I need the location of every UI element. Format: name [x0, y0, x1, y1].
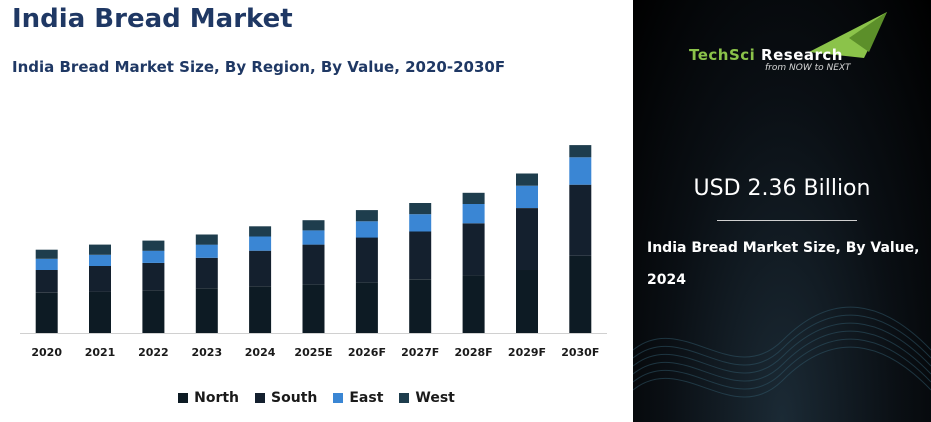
bar-segment-east-2026f [355, 221, 378, 238]
x-tick-label: 2024 [245, 346, 276, 359]
bar-segment-south-2025e [302, 244, 325, 285]
bar-segment-south-2022 [142, 262, 165, 291]
legend-label-east: East [349, 390, 384, 406]
bar-segment-south-2020 [35, 270, 58, 293]
divider [717, 220, 857, 221]
bar-segment-north-2026f [355, 282, 378, 333]
x-tick-label: 2021 [85, 346, 116, 359]
bar-segment-west-2028f [462, 192, 485, 204]
bar-segment-west-2029f [516, 173, 538, 186]
legend-item-east: East [333, 390, 383, 406]
legend-swatch-south [255, 393, 266, 403]
bar-segment-north-2024 [249, 286, 272, 333]
logo-part-1: TechSci [689, 46, 756, 64]
bar-segment-south-2029f [516, 208, 538, 271]
market-value: USD 2.36 Billion [693, 176, 871, 201]
bar-segment-east-2028f [462, 204, 485, 224]
bar-segment-south-2023 [195, 257, 218, 289]
legend-label-south: South [271, 390, 318, 406]
bar-segment-west-2025e [302, 220, 325, 231]
legend-label-north: North [194, 390, 240, 406]
bar-segment-east-2024 [249, 236, 272, 251]
legend-swatch-west [399, 393, 410, 403]
bar-segment-west-2020 [35, 249, 58, 259]
bar-segment-east-2029f [516, 185, 538, 208]
bar-segment-west-2030f [569, 145, 592, 158]
bar-segment-east-2023 [195, 244, 218, 258]
market-value-label: India Bread Market Size, By Value, 2024 [647, 240, 920, 288]
bar-segment-north-2021 [89, 291, 111, 333]
bar-segment-south-2030f [569, 184, 592, 256]
bar-segment-west-2027f [409, 203, 432, 215]
x-tick-label: 2030F [561, 346, 599, 359]
bar-segment-west-2024 [249, 226, 272, 237]
techsci-logo: TechSci Research from NOW to NEXT [689, 12, 889, 78]
bar-segment-west-2022 [142, 240, 165, 251]
x-tick-label: 2023 [191, 346, 222, 359]
bar-segment-south-2024 [249, 250, 272, 287]
bar-segment-north-2023 [195, 288, 218, 333]
legend-item-west: West [399, 390, 455, 406]
chart-title: India Bread Market [12, 4, 293, 34]
legend-item-south: South [255, 390, 317, 406]
logo-tagline: from NOW to NEXT [765, 63, 851, 73]
x-tick-label: 2029F [508, 346, 546, 359]
bar-segment-south-2028f [462, 223, 485, 276]
bar-segment-north-2027f [409, 279, 432, 333]
bar-segment-north-2025e [302, 284, 325, 333]
summary-panel: TechSci Research from NOW to NEXT USD 2.… [633, 0, 931, 422]
x-tick-label: 2026F [348, 346, 386, 359]
bar-segment-west-2021 [89, 244, 111, 255]
stacked-bar-chart: 2020 2021 2022 2023 2024 2025E 2026F 2027F 2028F… [20, 145, 607, 359]
legend-item-north: North [178, 390, 239, 406]
x-tick-label: 2022 [138, 346, 169, 359]
x-tick-label: 2025E [294, 346, 332, 359]
logo-part-2: Research [755, 46, 843, 64]
bar-segment-west-2023 [195, 234, 218, 245]
bar-segment-north-2020 [35, 292, 58, 333]
bar-segment-north-2028f [462, 275, 485, 333]
bar-segment-south-2027f [409, 231, 432, 280]
logo-triangle-icon [809, 12, 887, 58]
legend-label-west: West [415, 390, 455, 406]
bar-segment-east-2030f [569, 157, 592, 185]
bar-segment-east-2020 [35, 258, 58, 270]
bar-segment-east-2022 [142, 250, 165, 263]
logo-wordmark: TechSci Research [689, 46, 843, 64]
bar-segment-south-2026f [355, 237, 378, 283]
chart-legend: North South East West [0, 390, 633, 406]
bar-segment-north-2022 [142, 290, 165, 333]
legend-swatch-east [333, 393, 344, 403]
bar-segment-east-2025e [302, 230, 325, 245]
bar-segment-north-2030f [569, 255, 592, 333]
bar-segment-south-2021 [89, 266, 111, 292]
chart-subtitle: India Bread Market Size, By Region, By V… [12, 58, 506, 76]
bar-segment-east-2021 [89, 254, 111, 266]
bar-segment-west-2026f [355, 210, 378, 222]
legend-swatch-north [178, 393, 189, 403]
bar-segment-north-2029f [516, 270, 538, 333]
bar-segment-east-2027f [409, 214, 432, 232]
wave-background-graphic [633, 306, 931, 398]
x-tick-label: 2020 [31, 346, 62, 359]
x-tick-label: 2028F [455, 346, 493, 359]
x-tick-label: 2027F [401, 346, 439, 359]
